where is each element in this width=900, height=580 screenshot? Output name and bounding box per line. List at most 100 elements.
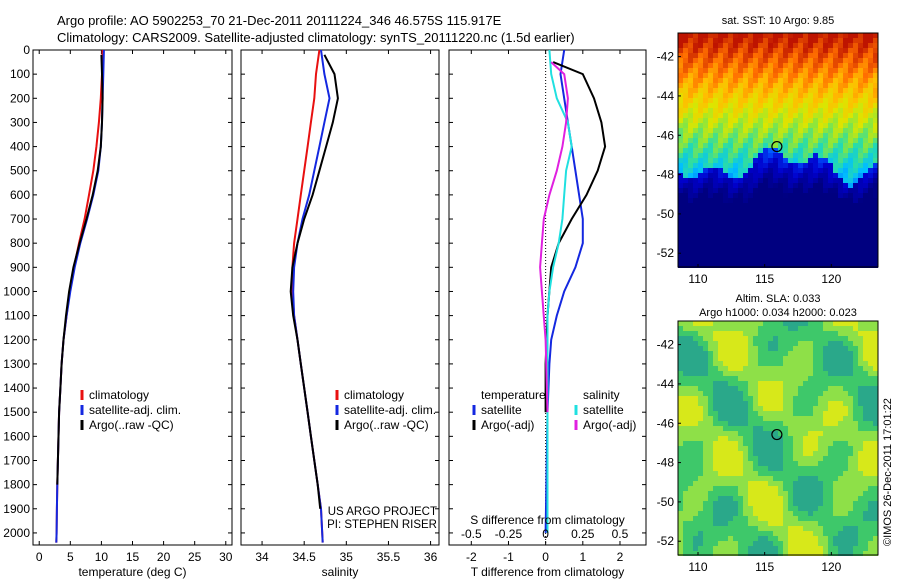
map-cell [778, 486, 783, 491]
map-cell [738, 143, 743, 148]
map-cell [803, 148, 808, 153]
map-cell [848, 426, 853, 431]
map-cell [788, 456, 793, 461]
map-cell [848, 436, 853, 441]
map-cell [833, 551, 838, 556]
map-cell [713, 416, 718, 421]
map-cell [743, 461, 748, 466]
map-cell [853, 58, 858, 63]
map-cell [743, 88, 748, 93]
map-cell [753, 396, 758, 401]
map-cell [798, 78, 803, 83]
map-cell [868, 158, 873, 163]
map-cell [838, 426, 843, 431]
map-cell [728, 501, 733, 506]
map-cell [788, 451, 793, 456]
map-cell [713, 163, 718, 168]
map-cell [693, 78, 698, 83]
map-cell [728, 73, 733, 78]
map-cell [703, 441, 708, 446]
map-cell [698, 258, 703, 263]
map-cell [808, 58, 813, 63]
map-cell [748, 526, 753, 531]
map-cell [788, 108, 793, 113]
map-cell [728, 198, 733, 203]
map-cell [708, 436, 713, 441]
map-cell [853, 193, 858, 198]
map-cell [683, 258, 688, 263]
map-cell [793, 386, 798, 391]
map-cell [748, 331, 753, 336]
map-cell [808, 431, 813, 436]
map-cell [808, 491, 813, 496]
map-cell [728, 153, 733, 158]
map-cell [833, 366, 838, 371]
map-cell [753, 178, 758, 183]
map-cell [753, 371, 758, 376]
map-cell [798, 88, 803, 93]
map-cell [713, 58, 718, 63]
map-cell [858, 63, 863, 68]
map-cell [748, 173, 753, 178]
map-cell [788, 263, 793, 268]
map-cell [853, 516, 858, 521]
top-tick-label: 0 [542, 527, 549, 541]
map-cell [793, 123, 798, 128]
map-cell [723, 456, 728, 461]
legend-entry: salinity [583, 388, 620, 402]
map-cell [733, 331, 738, 336]
map-cell [803, 421, 808, 426]
map-cell [738, 43, 743, 48]
map-cell [808, 198, 813, 203]
map-cell [723, 63, 728, 68]
map-cell [803, 263, 808, 268]
map-cell [843, 128, 848, 133]
map-cell [748, 536, 753, 541]
map-cell [753, 491, 758, 496]
map-cell [793, 346, 798, 351]
map-cell [708, 396, 713, 401]
map-cell [823, 421, 828, 426]
map-cell [778, 43, 783, 48]
map-cell [833, 183, 838, 188]
map-cell [698, 461, 703, 466]
map-cell [783, 451, 788, 456]
map-cell [848, 346, 853, 351]
map-cell [708, 506, 713, 511]
map-cell [738, 486, 743, 491]
map-cell [678, 203, 683, 208]
map-cell [803, 476, 808, 481]
map-cell [708, 138, 713, 143]
map-cell [743, 198, 748, 203]
map-cell [758, 356, 763, 361]
map-cell [773, 411, 778, 416]
map-cell [698, 411, 703, 416]
map-cell [853, 376, 858, 381]
map-cell [733, 436, 738, 441]
map-cell [778, 38, 783, 43]
map-cell [753, 541, 758, 546]
map-cell [698, 361, 703, 366]
map-cell [803, 331, 808, 336]
map-cell [858, 461, 863, 466]
map-cell [688, 148, 693, 153]
map-cell [868, 233, 873, 238]
map-cell [773, 128, 778, 133]
map-cell [863, 361, 868, 366]
map-cell [823, 441, 828, 446]
map-cell [713, 511, 718, 516]
map-cell [873, 138, 878, 143]
map-cell [858, 361, 863, 366]
map-cell [728, 163, 733, 168]
map-cell [688, 113, 693, 118]
map-cell [688, 326, 693, 331]
map-cell [698, 386, 703, 391]
map-cell [803, 371, 808, 376]
map-cell [848, 158, 853, 163]
map-cell [703, 163, 708, 168]
map-cell [808, 138, 813, 143]
map-cell [718, 386, 723, 391]
map-cell [698, 446, 703, 451]
map-cell [793, 218, 798, 223]
map-cell [768, 218, 773, 223]
